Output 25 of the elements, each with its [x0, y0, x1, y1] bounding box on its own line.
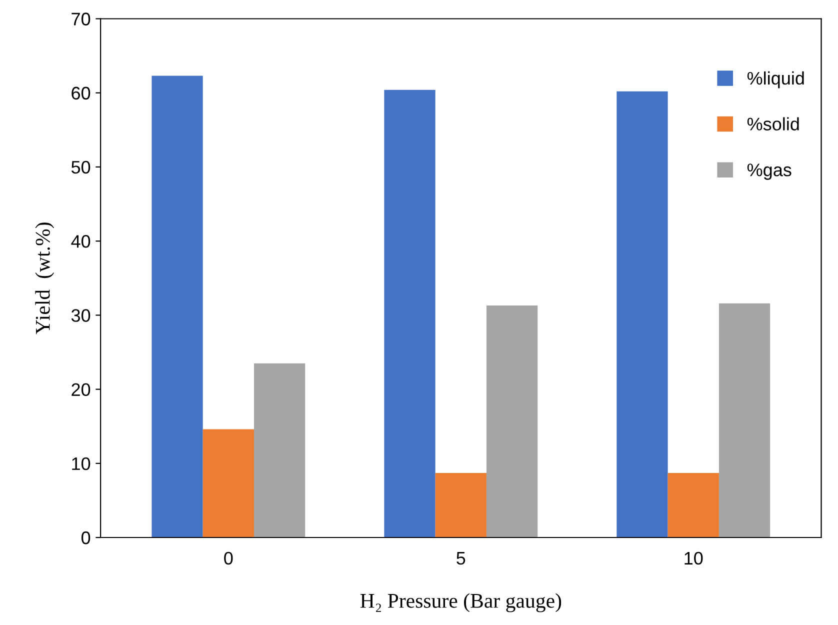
x-tick-label: 0: [224, 552, 233, 565]
y-tick-label: 20: [72, 383, 90, 396]
bar: [152, 76, 203, 538]
y-tick-label: 70: [72, 12, 90, 26]
bar: [718, 303, 770, 538]
legend-label: %solid: [747, 117, 799, 130]
x-tick-label: 10: [684, 552, 703, 565]
bar: [616, 91, 668, 538]
bar: [202, 429, 254, 538]
y-tick-label: 60: [72, 86, 90, 100]
bar: [435, 473, 486, 538]
x-axis-title: H₂ Pressure (Bar gauge): [360, 593, 562, 612]
x-tick-label: 5: [456, 552, 466, 565]
y-tick-label: 30: [71, 309, 90, 322]
bar: [384, 90, 436, 538]
bar: [668, 473, 719, 538]
y-tick-label: 10: [72, 457, 90, 470]
bar: [254, 363, 306, 538]
y-axis-title: Yield (wt.%): [35, 222, 54, 334]
legend-label: %liquid: [747, 71, 804, 88]
y-tick-label: 40: [71, 235, 90, 248]
legend-label: %gas: [747, 164, 792, 180]
y-tick-label: 50: [71, 160, 90, 174]
y-tick-label: 0: [82, 531, 90, 544]
bar: [486, 306, 538, 538]
